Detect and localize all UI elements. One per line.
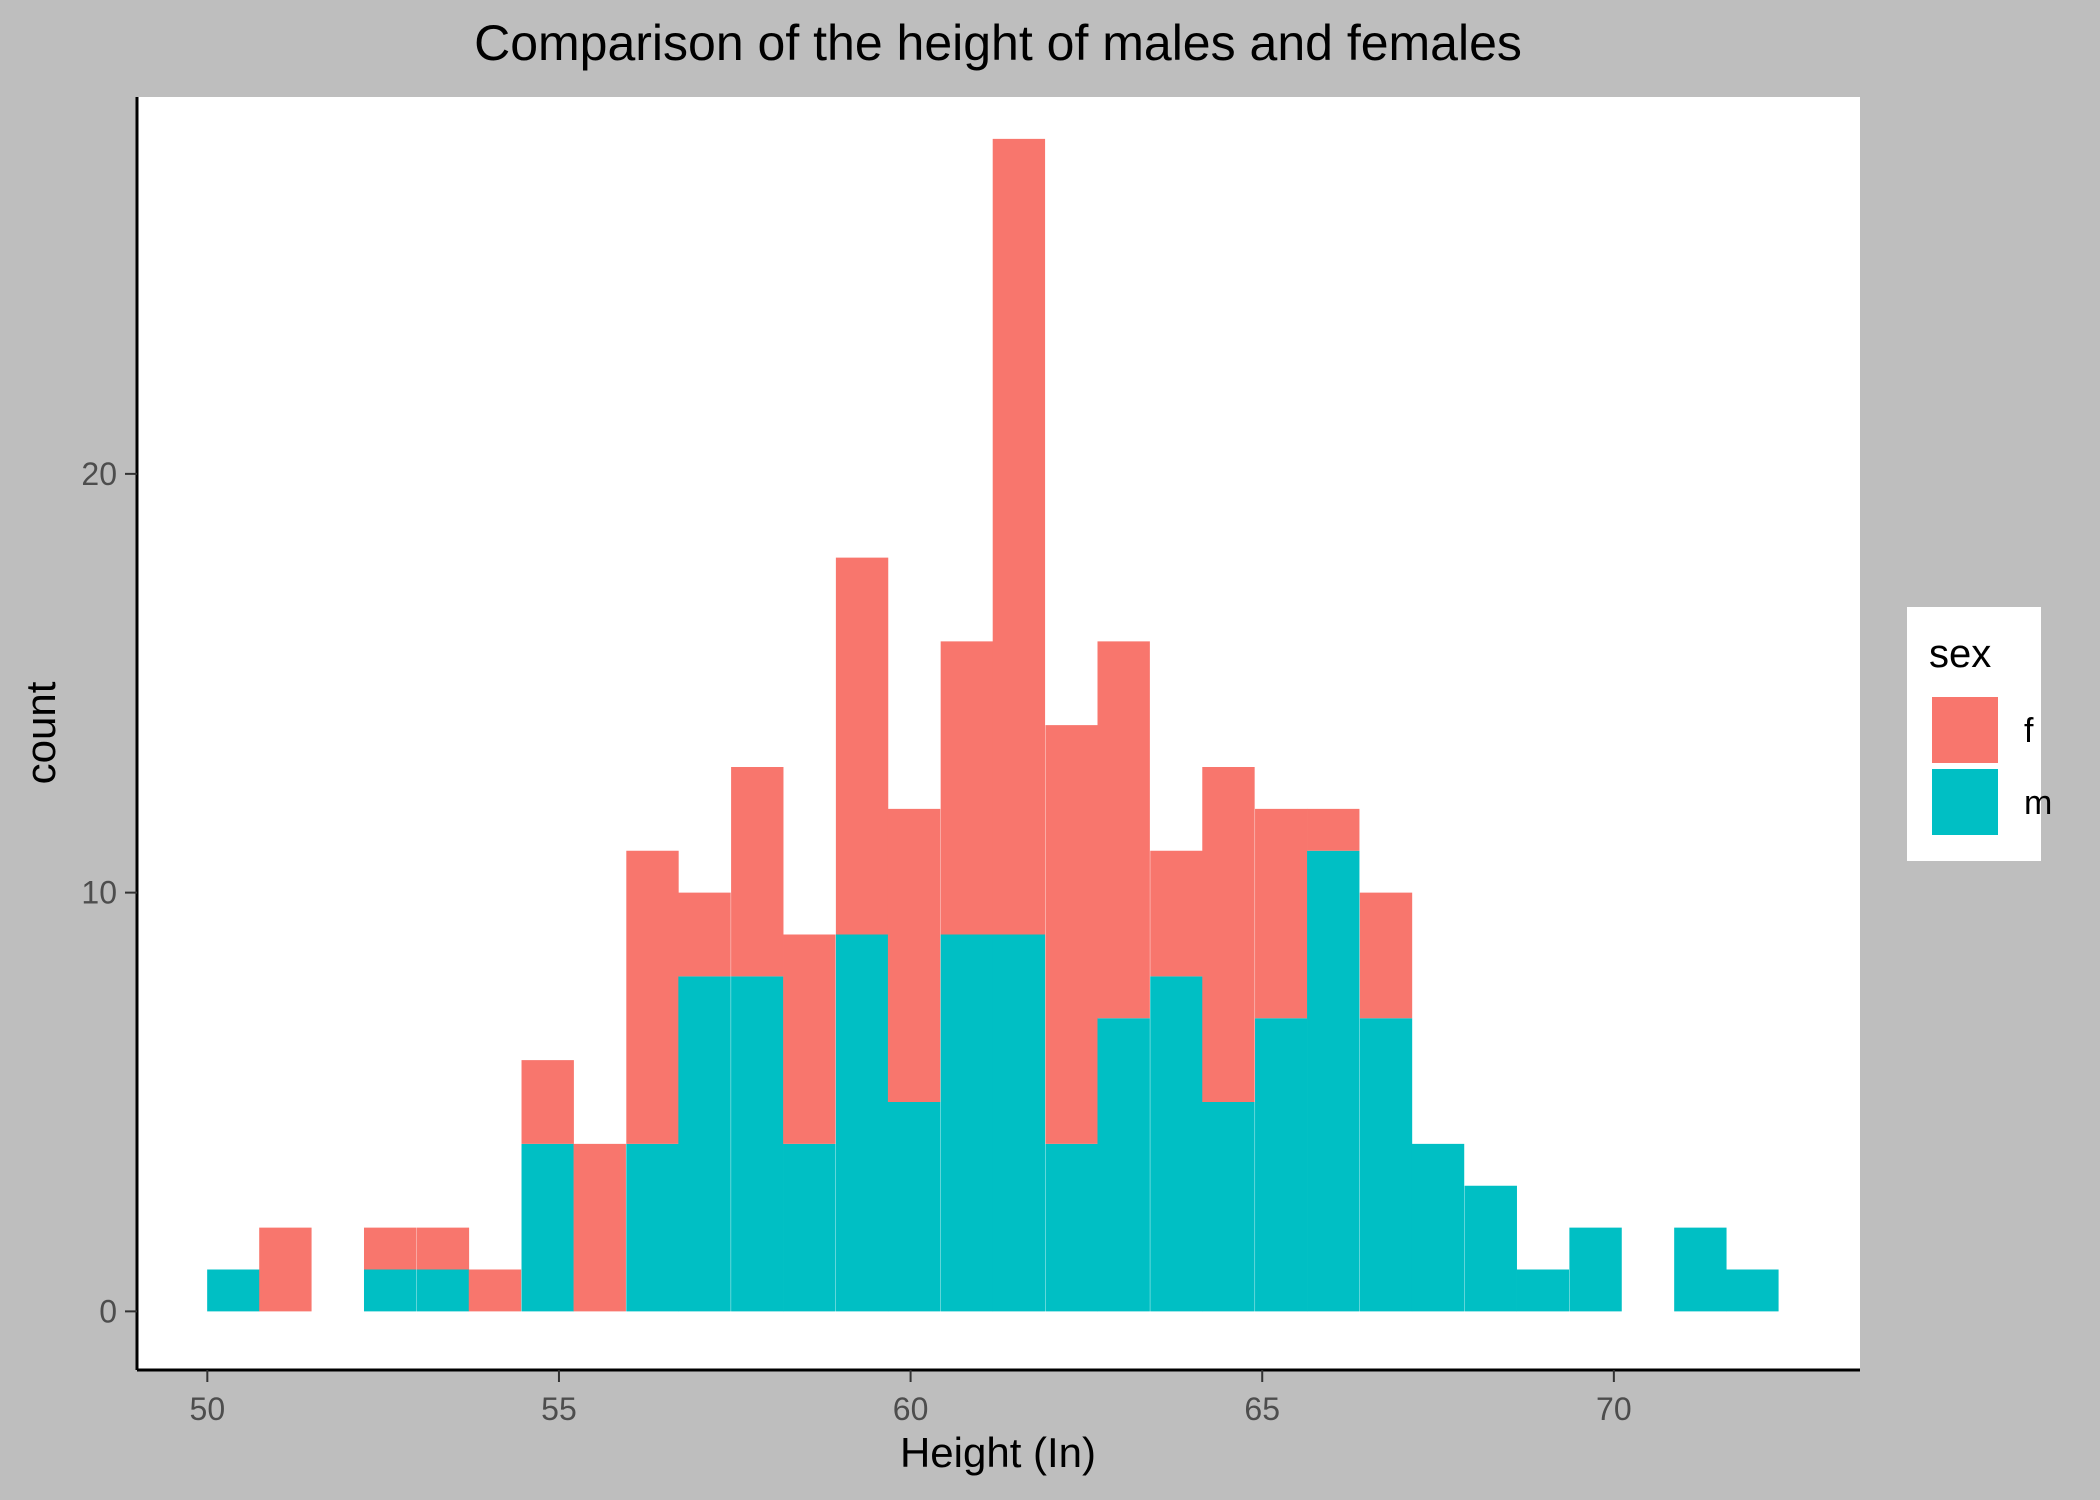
bar-m-3 xyxy=(363,1269,417,1312)
legend-title: sex xyxy=(1929,632,1991,676)
legend-label-m: m xyxy=(2024,784,2052,822)
bar-m-16 xyxy=(1045,1143,1098,1312)
bar-f-9 xyxy=(678,892,731,977)
bar-f-13 xyxy=(887,808,941,1102)
bar-f-7 xyxy=(573,1143,626,1312)
legend-key-f xyxy=(1932,697,1998,763)
bar-m-28 xyxy=(1674,1227,1727,1312)
bar-f-20 xyxy=(1255,808,1308,1019)
bar-m-20 xyxy=(1255,1018,1308,1312)
x-tick-label: 70 xyxy=(1596,1391,1632,1427)
bar-m-26 xyxy=(1569,1227,1622,1312)
bar-f-5 xyxy=(468,1269,522,1312)
bar-m-13 xyxy=(887,1102,941,1312)
bar-m-23 xyxy=(1411,1143,1465,1312)
bar-f-14 xyxy=(940,641,994,935)
bar-f-12 xyxy=(835,557,889,935)
x-tick-label: 60 xyxy=(893,1391,929,1427)
bar-f-1 xyxy=(259,1227,312,1312)
legend-label-f: f xyxy=(2024,712,2034,750)
x-tick-label: 50 xyxy=(190,1391,226,1427)
bar-m-25 xyxy=(1516,1269,1570,1312)
legend-key-m xyxy=(1932,769,1998,835)
bar-m-22 xyxy=(1359,1018,1413,1312)
bar-f-22 xyxy=(1359,892,1413,1019)
bar-f-3 xyxy=(363,1227,417,1270)
bar-m-14 xyxy=(940,934,994,1312)
bar-m-21 xyxy=(1307,850,1360,1312)
x-ticks: 50 55 60 65 70 xyxy=(190,1370,1632,1427)
bar-f-16 xyxy=(1045,725,1098,1144)
chart-title: Comparison of the height of males and fe… xyxy=(474,15,1522,71)
bar-f-15 xyxy=(992,138,1046,935)
bar-m-10 xyxy=(731,976,784,1312)
bar-f-19 xyxy=(1202,767,1255,1102)
bar-m-19 xyxy=(1202,1102,1255,1312)
bar-f-18 xyxy=(1150,850,1203,977)
x-tick-label: 65 xyxy=(1244,1391,1280,1427)
y-axis-title: count xyxy=(17,681,64,784)
y-tick-label: 0 xyxy=(99,1293,117,1329)
x-tick-label: 55 xyxy=(541,1391,577,1427)
bar-m-8 xyxy=(626,1143,679,1312)
bar-f-4 xyxy=(416,1227,470,1270)
bar-f-17 xyxy=(1097,641,1150,1019)
bar-m-29 xyxy=(1726,1269,1779,1312)
y-ticks: 0 10 20 xyxy=(81,456,137,1329)
y-tick-label: 10 xyxy=(81,875,117,911)
bar-f-21 xyxy=(1307,808,1360,851)
x-axis-title: Height (In) xyxy=(900,1429,1096,1476)
legend: sex f m xyxy=(1907,607,2052,861)
bar-f-6 xyxy=(521,1060,574,1144)
bar-f-11 xyxy=(783,934,836,1144)
bar-m-24 xyxy=(1464,1185,1517,1312)
bar-m-4 xyxy=(416,1269,470,1312)
bars-layer xyxy=(207,138,1779,1312)
bar-m-9 xyxy=(678,976,731,1312)
bar-m-11 xyxy=(783,1143,836,1312)
bar-m-15 xyxy=(992,934,1046,1312)
bar-m-6 xyxy=(521,1143,574,1312)
bar-m-0 xyxy=(207,1269,260,1312)
bar-m-12 xyxy=(835,934,889,1312)
bar-m-17 xyxy=(1097,1018,1150,1312)
y-tick-label: 20 xyxy=(81,456,117,492)
bar-f-8 xyxy=(626,850,679,1144)
bar-f-10 xyxy=(731,767,784,977)
bar-m-18 xyxy=(1150,976,1203,1312)
